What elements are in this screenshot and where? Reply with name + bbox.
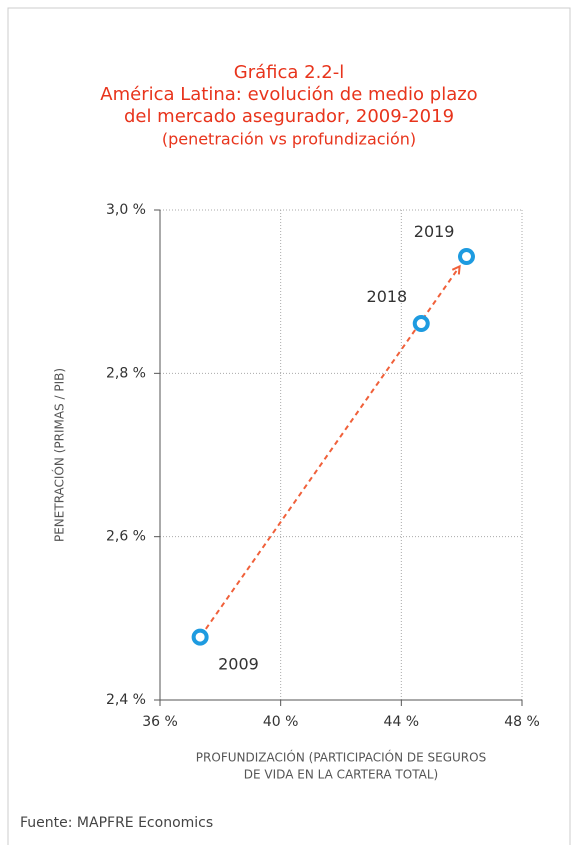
x-tick-label: 48 % (504, 714, 540, 730)
x-tick-label: 36 % (142, 714, 178, 730)
point-label: 2009 (218, 655, 259, 674)
point-label: 2018 (367, 287, 408, 306)
y-tick-label: 3,0 % (106, 202, 146, 218)
trend-arrow (205, 266, 460, 630)
chart-title: América Latina: evolución de medio plazo (100, 84, 477, 105)
chart-title: Gráfica 2.2-l (234, 62, 345, 83)
y-tick-label: 2,6 % (106, 529, 146, 545)
chart-title: del mercado asegurador, 2009-2019 (124, 106, 454, 127)
point (412, 315, 430, 333)
y-tick-label: 2,4 % (106, 692, 146, 708)
point (191, 628, 209, 646)
y-tick-label: 2,8 % (106, 365, 146, 381)
point-label: 2019 (414, 222, 455, 241)
x-axis-label: DE VIDA EN LA CARTERA TOTAL) (244, 768, 438, 782)
x-tick-label: 44 % (384, 714, 420, 730)
x-axis-label: PROFUNDIZACIÓN (PARTICIPACIÓN DE SEGUROS (196, 750, 486, 765)
y-axis-label: PENETRACIÓN (PRIMAS / PIB) (52, 368, 67, 542)
source: Fuente: MAPFRE Economics (20, 815, 213, 831)
chart-subtitle: (penetración vs profundización) (162, 130, 416, 149)
x-tick-label: 40 % (263, 714, 299, 730)
point (457, 248, 475, 266)
frame (7, 7, 571, 845)
